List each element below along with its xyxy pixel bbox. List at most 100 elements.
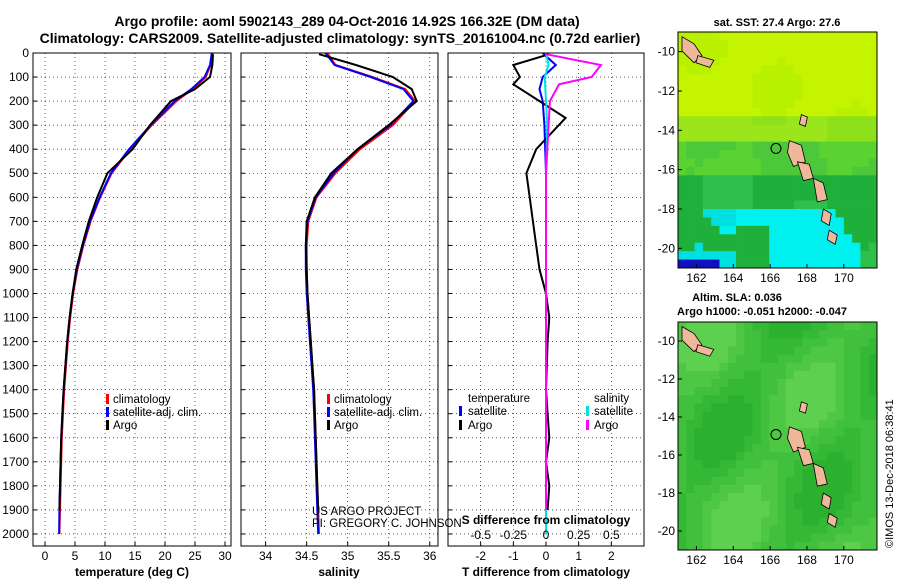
- map-cell: [678, 225, 687, 235]
- map-cell: [868, 124, 878, 134]
- map-cell: [719, 217, 729, 227]
- map-cell: [694, 175, 704, 185]
- map-cell: [860, 468, 870, 478]
- map-cell: [860, 166, 870, 176]
- map-cell: [810, 65, 820, 75]
- map-cell: [810, 476, 820, 486]
- map-cell: [760, 124, 770, 134]
- map-cell: [744, 74, 754, 83]
- map-cell: [702, 452, 712, 461]
- map-cell: [727, 468, 737, 478]
- map-cell: [835, 107, 845, 117]
- map-cell: [827, 411, 836, 421]
- x-tick-label: 20: [158, 549, 172, 563]
- map-cell: [727, 99, 737, 109]
- map-cell: [744, 541, 754, 551]
- map-cell: [769, 379, 778, 388]
- map-cell: [719, 116, 729, 126]
- legend-climatology-mark: [106, 394, 109, 404]
- map-cell: [686, 419, 695, 429]
- map-cell: [719, 509, 729, 518]
- map-cell: [719, 436, 729, 445]
- map-cell: [785, 99, 795, 109]
- map-cell: [702, 509, 712, 518]
- map-cell: [752, 330, 762, 339]
- map-cell: [694, 452, 704, 461]
- map-cell: [868, 32, 878, 41]
- map-cell: [752, 57, 762, 67]
- map-cell: [711, 48, 720, 58]
- map-cell: [694, 91, 704, 100]
- map-cell: [686, 166, 695, 176]
- y-tick-label: 400: [9, 142, 29, 156]
- map-cell: [810, 209, 820, 218]
- map-cell: [843, 107, 853, 117]
- map-cell: [852, 141, 861, 151]
- map-cell: [744, 124, 754, 134]
- map-cell: [818, 436, 828, 445]
- map-cell: [777, 476, 787, 486]
- map-cell: [777, 141, 787, 151]
- map-cell: [868, 460, 878, 469]
- map-cell: [818, 338, 828, 347]
- map-cell: [736, 150, 745, 159]
- map-cell: [810, 427, 820, 437]
- map-cell: [860, 395, 870, 404]
- island: [826, 512, 838, 528]
- map-cell: [719, 354, 729, 364]
- map-cell: [777, 517, 787, 526]
- map-cell: [818, 150, 828, 159]
- map-cell: [860, 251, 870, 260]
- map-cell: [843, 209, 853, 218]
- map-cell: [694, 107, 704, 117]
- map-cell: [835, 517, 845, 526]
- map-cell: [769, 166, 778, 176]
- legend-argo-mark: [106, 420, 109, 430]
- map-cell: [736, 468, 745, 478]
- map-cell: [852, 57, 861, 67]
- map-cell: [852, 192, 861, 201]
- map-cell: [802, 158, 812, 168]
- salinity-legend: climatology satellite-adj. clim. Argo: [327, 394, 422, 432]
- salinity-panel-frame: [240, 52, 439, 547]
- map-cell: [752, 370, 762, 380]
- map-y-tick-label: -18: [658, 202, 676, 216]
- map-cell: [810, 99, 820, 109]
- map-cell: [711, 330, 720, 339]
- map-cell: [752, 354, 762, 364]
- x-tick-label: 35: [341, 549, 355, 563]
- map-cell: [678, 99, 687, 109]
- map-cell: [777, 82, 787, 92]
- map-cell: [860, 354, 870, 364]
- map-cell: [719, 476, 729, 486]
- map-cell: [760, 133, 770, 142]
- map-cell: [860, 338, 870, 347]
- map-cell: [678, 379, 687, 388]
- map-cell: [810, 259, 820, 269]
- map-cell: [736, 525, 745, 535]
- map-cell: [719, 183, 729, 193]
- map-cell: [752, 403, 762, 412]
- map-cell: [794, 370, 803, 380]
- map-cell: [744, 192, 754, 201]
- map-cell: [835, 200, 845, 210]
- map-cell: [843, 183, 853, 193]
- map-cell: [702, 234, 712, 244]
- map-cell: [702, 427, 712, 437]
- map-cell: [827, 251, 836, 260]
- map-cell: [760, 82, 770, 92]
- map-cell: [702, 476, 712, 486]
- map-cell: [802, 338, 812, 347]
- map-cell: [711, 124, 720, 134]
- map-cell: [827, 116, 836, 126]
- map-cell: [760, 57, 770, 67]
- map-cell: [868, 509, 878, 518]
- map-cell: [736, 460, 745, 469]
- map-cell: [744, 107, 754, 117]
- map-cell: [785, 65, 795, 75]
- map-cell: [868, 387, 878, 396]
- map-cell: [711, 183, 720, 193]
- map-cell: [719, 493, 729, 502]
- map-cell: [694, 476, 704, 486]
- map-cell: [843, 403, 853, 412]
